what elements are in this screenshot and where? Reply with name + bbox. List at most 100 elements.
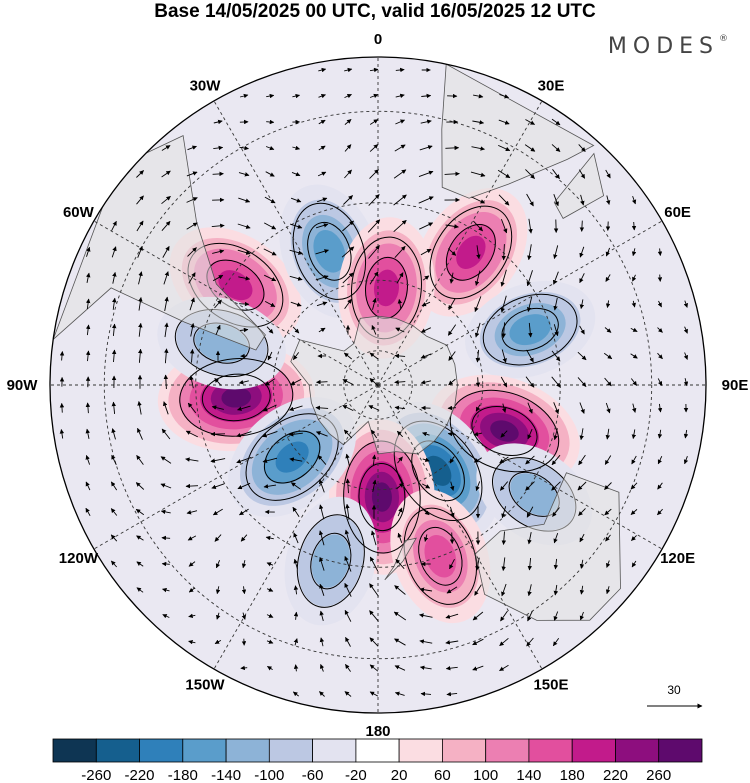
wind-vector: [605, 586, 611, 595]
wind-vector: [604, 508, 612, 516]
wind-vector: [161, 195, 171, 205]
wind-vector: [553, 245, 559, 260]
wind-vector: [264, 274, 277, 282]
wind-vector: [579, 220, 585, 232]
wind-vector: [318, 530, 325, 546]
wind-vector: [395, 119, 406, 125]
wind-vector: [372, 297, 377, 310]
wind-vector: [136, 455, 144, 465]
wind-vector: [85, 402, 91, 414]
wind-vector: [500, 376, 508, 388]
wind-vector: [394, 585, 406, 595]
wind-vector: [526, 193, 534, 207]
wind-vector: [289, 275, 303, 281]
wind-vector: [446, 586, 458, 594]
wind-vector: [291, 171, 301, 177]
wind-vector: [526, 270, 533, 287]
wind-vector: [85, 428, 91, 439]
wind-vector: [525, 119, 535, 125]
wind-vector: [318, 94, 326, 99]
wind-vector: [473, 457, 483, 463]
wind-vector: [577, 377, 587, 387]
wind-vector: [211, 223, 225, 229]
wind-vector: [527, 402, 533, 414]
colorbar-swatch: [95, 738, 141, 763]
wind-vector: [369, 378, 379, 386]
longitude-label: 120E: [660, 550, 695, 567]
wind-vector: [657, 327, 663, 333]
longitude-label: 180: [365, 723, 390, 740]
registered-mark: ®: [719, 34, 728, 44]
wind-vector: [236, 431, 252, 438]
wind-vector: [579, 246, 585, 258]
wind-vector: [344, 555, 352, 572]
wind-vector: [187, 145, 197, 151]
wind-vector: [215, 586, 221, 595]
wind-vector: [344, 582, 352, 597]
wind-vector: [369, 169, 379, 179]
wind-vector: [552, 271, 559, 285]
wind-vector: [422, 275, 430, 281]
wind-vector: [552, 507, 560, 517]
anomaly-contour: [263, 430, 321, 484]
wind-vector: [449, 481, 455, 491]
wind-vector: [630, 353, 638, 359]
wind-vector: [293, 611, 299, 620]
wind-vector: [185, 430, 199, 438]
colorbar-tick-label: 260: [646, 767, 671, 783]
wind-vector: [395, 67, 405, 73]
wind-vector: [551, 481, 561, 491]
wind-vector: [369, 610, 379, 622]
wind-vector: [657, 300, 662, 308]
wind-vector: [396, 272, 404, 284]
wind-vector: [369, 556, 379, 572]
colorbar-swatch: [182, 738, 227, 763]
wind-vector: [86, 246, 91, 257]
wind-vector: [343, 195, 353, 205]
wind-vector: [474, 270, 481, 286]
wind-vector: [527, 584, 532, 597]
wind-vector: [264, 378, 276, 386]
wind-vector: [657, 352, 663, 360]
wind-vector: [499, 664, 509, 672]
wind-vector: [187, 247, 197, 257]
wind-vector: [578, 454, 586, 466]
wind-vector: [188, 272, 196, 284]
wind-vector: [315, 431, 328, 437]
wind-vector: [292, 93, 301, 99]
brand-logo: MODES®: [608, 34, 728, 59]
wind-vector: [186, 197, 198, 203]
wind-vector: [315, 275, 329, 281]
colorbar: -260 -220 -180 -140 -100 -60 -20 20 60 100 140 180 2…: [52, 738, 703, 783]
wind-vector: [420, 248, 432, 256]
wind-vector: [551, 144, 561, 152]
wind-vector: [445, 145, 460, 151]
wind-vector: [136, 535, 144, 541]
wind-vector: [578, 144, 586, 152]
wind-vector: [528, 218, 533, 234]
wind-vector: [293, 585, 299, 595]
wind-vector: [265, 145, 275, 151]
wind-vector: [292, 352, 300, 360]
wind-vector: [292, 506, 300, 518]
wind-vector: [212, 508, 223, 516]
wind-vector: [318, 504, 325, 520]
wind-vector: [683, 300, 688, 308]
wind-vector: [447, 248, 457, 256]
wind-vector: [162, 587, 170, 593]
wind-vector: [419, 665, 432, 670]
wind-vector: [266, 613, 274, 618]
wind-vector: [213, 119, 223, 125]
wind-vector: [448, 298, 456, 310]
wind-vector: [266, 639, 274, 644]
wind-vector: [526, 349, 534, 363]
wind-vector: [657, 248, 663, 257]
wind-vector: [239, 508, 249, 516]
wind-vector: [420, 327, 431, 333]
brand-name: MODES: [607, 34, 719, 59]
wind-vector: [319, 663, 325, 672]
wind-vector: [266, 119, 275, 125]
wind-vector: [395, 327, 405, 333]
wind-vector: [345, 453, 350, 467]
wind-vector: [445, 665, 458, 671]
